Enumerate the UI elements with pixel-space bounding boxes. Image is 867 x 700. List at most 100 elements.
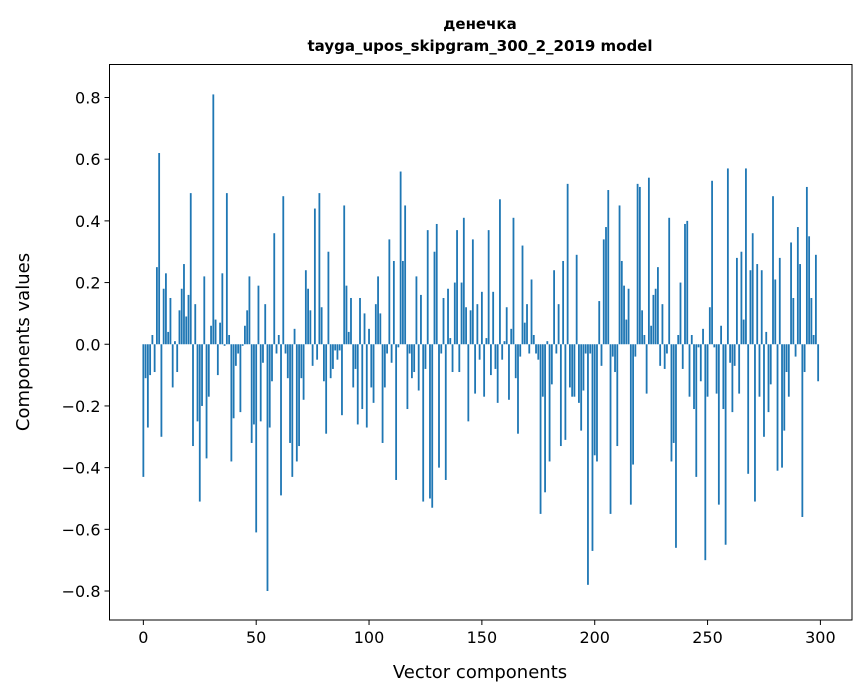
bar-148 bbox=[476, 304, 479, 345]
bar-256 bbox=[720, 325, 723, 345]
bar-230 bbox=[661, 304, 664, 345]
bar-224 bbox=[647, 177, 650, 345]
bar-232 bbox=[666, 344, 668, 354]
bar-161 bbox=[505, 307, 508, 345]
bar-20 bbox=[187, 294, 190, 345]
bar-126 bbox=[426, 230, 429, 345]
x-tick-label: 0 bbox=[138, 628, 148, 647]
bar-213 bbox=[623, 285, 625, 345]
bar-152 bbox=[485, 338, 488, 345]
bar-208 bbox=[611, 344, 614, 357]
bar-160 bbox=[503, 341, 506, 345]
bar-227 bbox=[654, 288, 657, 345]
bar-116 bbox=[404, 205, 407, 345]
bar-75 bbox=[311, 344, 314, 366]
bar-10 bbox=[165, 273, 167, 345]
bar-149 bbox=[478, 344, 481, 360]
bar-222 bbox=[643, 335, 646, 345]
bar-112 bbox=[395, 344, 398, 480]
bar-156 bbox=[494, 344, 497, 369]
bar-3 bbox=[149, 344, 152, 376]
bar-44 bbox=[241, 344, 244, 346]
bar-262 bbox=[733, 344, 736, 366]
bar-241 bbox=[686, 220, 689, 345]
bar-281 bbox=[776, 344, 779, 471]
x-tick-label: 150 bbox=[467, 628, 498, 647]
bar-299 bbox=[817, 344, 820, 382]
chart-subtitle: tayga_upos_skipgram_300_2_2019 model bbox=[308, 37, 653, 55]
bar-250 bbox=[706, 344, 709, 397]
bar-240 bbox=[684, 223, 686, 345]
bar-40 bbox=[232, 344, 235, 419]
y-tick-label: 0.0 bbox=[75, 335, 100, 354]
bar-99 bbox=[365, 344, 368, 428]
bar-231 bbox=[663, 344, 666, 369]
bar-108 bbox=[386, 344, 388, 354]
bar-211 bbox=[618, 205, 621, 345]
bar-133 bbox=[442, 297, 445, 345]
bar-111 bbox=[392, 260, 395, 345]
bar-57 bbox=[271, 344, 273, 382]
bar-219 bbox=[636, 183, 639, 345]
bar-209 bbox=[614, 344, 616, 373]
bar-258 bbox=[724, 344, 727, 545]
bar-121 bbox=[415, 276, 418, 345]
bar-11 bbox=[167, 331, 170, 345]
bar-95 bbox=[356, 344, 359, 425]
bar-35 bbox=[221, 273, 224, 345]
y-tick-label: 0.2 bbox=[75, 274, 100, 293]
bar-197 bbox=[587, 344, 589, 585]
bar-32 bbox=[214, 319, 217, 345]
bar-215 bbox=[627, 288, 630, 345]
bar-251 bbox=[708, 307, 711, 345]
bar-288 bbox=[792, 297, 795, 345]
bar-120 bbox=[413, 344, 416, 373]
bar-267 bbox=[745, 168, 747, 345]
bar-179 bbox=[546, 341, 549, 345]
bar-59 bbox=[275, 344, 278, 354]
bar-277 bbox=[767, 344, 770, 413]
bar-115 bbox=[401, 260, 404, 345]
bar-84 bbox=[332, 344, 334, 369]
bar-243 bbox=[690, 335, 693, 345]
bar-245 bbox=[695, 344, 698, 477]
bar-266 bbox=[742, 319, 745, 345]
bar-102 bbox=[372, 344, 375, 403]
bar-117 bbox=[406, 344, 409, 410]
bar-28 bbox=[205, 344, 208, 459]
bar-296 bbox=[810, 297, 813, 345]
bar-154 bbox=[490, 344, 492, 376]
bar-91 bbox=[347, 331, 350, 345]
bar-6 bbox=[155, 267, 158, 345]
bar-12 bbox=[169, 297, 172, 345]
bar-128 bbox=[431, 344, 434, 508]
bar-269 bbox=[749, 270, 752, 345]
bar-174 bbox=[535, 344, 537, 354]
bar-166 bbox=[517, 344, 519, 434]
bar-285 bbox=[785, 344, 788, 373]
bar-290 bbox=[796, 227, 799, 345]
bar-66 bbox=[291, 344, 294, 477]
bar-239 bbox=[681, 344, 684, 369]
bar-218 bbox=[634, 344, 637, 357]
bar-92 bbox=[350, 297, 352, 345]
bar-100 bbox=[368, 328, 370, 345]
bar-191 bbox=[573, 344, 576, 397]
bar-38 bbox=[228, 335, 231, 345]
bar-34 bbox=[219, 322, 221, 345]
bar-142 bbox=[462, 217, 465, 345]
bar-220 bbox=[638, 186, 641, 345]
bar-104 bbox=[377, 276, 379, 345]
bar-291 bbox=[799, 264, 801, 345]
bar-189 bbox=[568, 344, 571, 388]
bar-86 bbox=[336, 344, 339, 360]
y-tick-label: 0.8 bbox=[75, 89, 100, 108]
bar-170 bbox=[526, 304, 528, 345]
bar-145 bbox=[469, 310, 472, 345]
bar-74 bbox=[309, 310, 312, 345]
x-tick-label: 250 bbox=[692, 628, 723, 647]
x-axis-label: Vector components bbox=[393, 662, 567, 683]
bar-155 bbox=[492, 291, 495, 345]
bar-293 bbox=[803, 344, 806, 373]
